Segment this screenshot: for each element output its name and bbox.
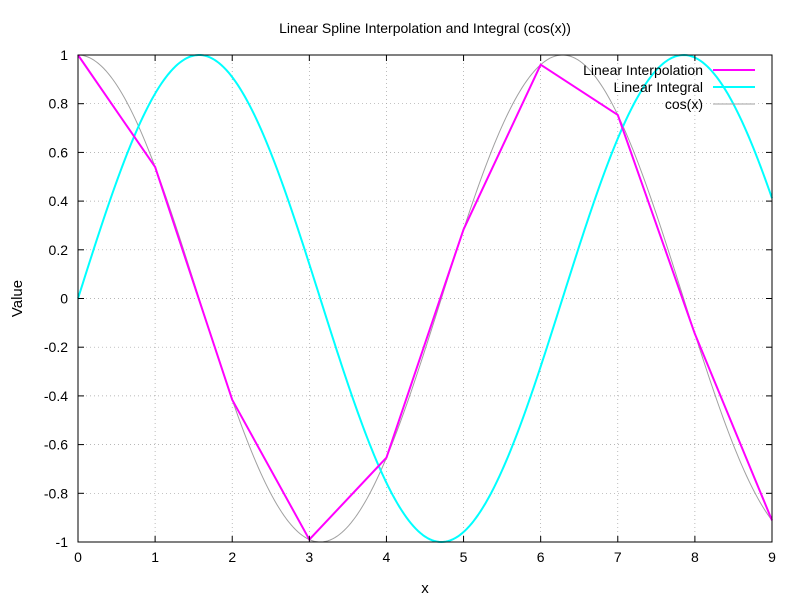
x-tick-label: 5 [460,549,468,565]
series-layer [77,54,773,543]
legend-label: Linear Integral [613,79,703,95]
x-tick-label: 7 [614,549,622,565]
legend-label: cos(x) [665,96,703,112]
x-tick-label: 1 [151,549,159,565]
x-tick-label: 8 [691,549,699,565]
x-tick-label: 3 [305,549,313,565]
y-tick-label: -0.8 [44,485,68,501]
x-tick-label: 6 [537,549,545,565]
legend-label: Linear Interpolation [583,62,703,78]
x-tick-label: 2 [228,549,236,565]
y-tick-label: 1 [60,47,68,63]
y-tick-label: -0.6 [44,437,68,453]
y-tick-label: -1 [56,534,69,550]
y-tick-label: 0.6 [49,144,69,160]
y-tick-label: 0.2 [49,242,69,258]
x-axis-label: x [421,580,429,597]
ticks: 0 1 2 3 4 5 6 7 8 9 1 0.8 0.6 0.4 0.2 0 -0.2 -0.4 -0.6 -0.8… [44,47,776,565]
y-axis-label: Value [9,280,26,317]
y-tick-label: -0.2 [44,339,68,355]
series-line-linear-interpolation [77,54,773,541]
y-tick-label: 0 [60,291,68,307]
y-tick-label: 0.4 [49,193,69,209]
y-tick-label: -0.4 [44,388,68,404]
x-tick-label: 4 [383,549,391,565]
chart-title: Linear Spline Interpolation and Integral… [279,20,571,36]
x-tick-label: 0 [74,549,82,565]
y-tick-label: 0.8 [49,96,69,112]
series-line-linear-integral [77,54,773,543]
x-tick-label: 9 [768,549,776,565]
